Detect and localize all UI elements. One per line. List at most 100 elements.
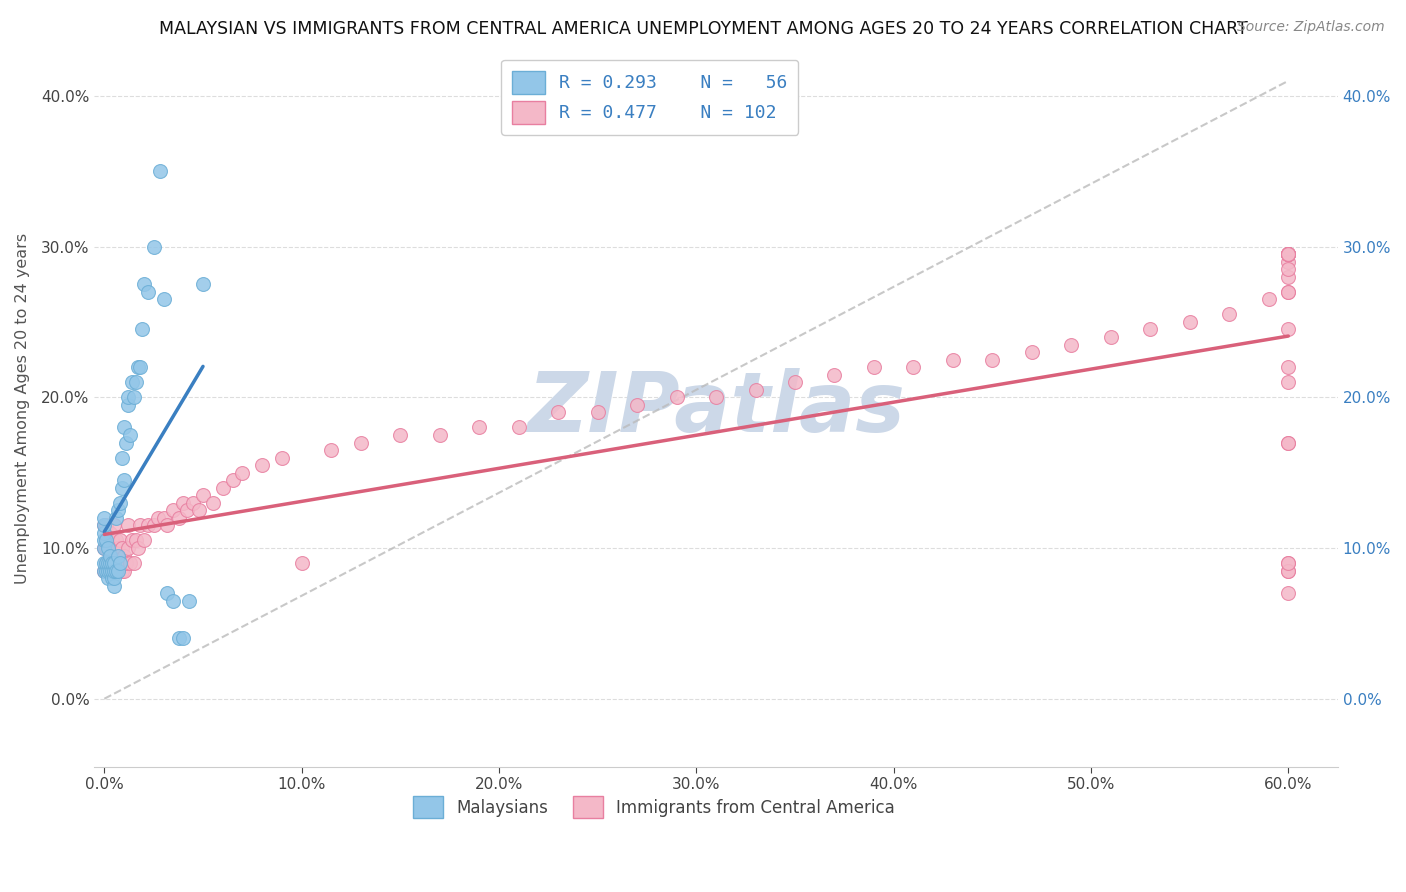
Point [1277, 435, 1299, 450]
Point [201, 496, 224, 510]
Point [117, 518, 139, 533]
Point [1139, 322, 1161, 336]
Point [665, 390, 688, 404]
Point [1060, 337, 1083, 351]
Point [1277, 564, 1299, 578]
Point [93, 533, 115, 548]
Point [111, 541, 134, 555]
Point [131, 322, 153, 336]
Point [97, 571, 120, 585]
Point [626, 398, 648, 412]
Point [132, 533, 155, 548]
Point [169, 511, 191, 525]
Point [142, 239, 165, 253]
Point [172, 496, 194, 510]
Point [103, 549, 125, 563]
Point [122, 556, 145, 570]
Point [93, 564, 115, 578]
Point [162, 503, 184, 517]
Point [321, 443, 343, 458]
Point [108, 533, 131, 548]
Point [96, 518, 118, 533]
Point [112, 549, 135, 563]
Point [121, 533, 143, 548]
Point [1277, 322, 1299, 336]
Point [142, 518, 165, 533]
Point [103, 564, 125, 578]
Point [98, 556, 121, 570]
Point [136, 285, 159, 299]
Point [1099, 330, 1122, 344]
Point [136, 518, 159, 533]
Point [125, 533, 148, 548]
Point [108, 496, 131, 510]
Point [188, 503, 211, 517]
Point [107, 541, 129, 555]
Point [1277, 262, 1299, 277]
Point [1277, 285, 1299, 299]
Point [112, 564, 135, 578]
Point [981, 352, 1004, 367]
Point [115, 556, 138, 570]
Point [128, 360, 150, 375]
Point [508, 420, 530, 434]
Point [156, 586, 179, 600]
Point [121, 376, 143, 390]
Point [350, 435, 373, 450]
Point [93, 518, 115, 533]
Point [96, 556, 118, 570]
Point [105, 511, 128, 525]
Point [107, 549, 129, 563]
Point [107, 564, 129, 578]
Point [125, 376, 148, 390]
Point [903, 360, 925, 375]
Point [103, 518, 125, 533]
Point [98, 564, 121, 578]
Point [156, 518, 179, 533]
Point [93, 556, 115, 570]
Point [744, 383, 766, 397]
Point [122, 390, 145, 404]
Point [97, 556, 120, 570]
Point [1277, 586, 1299, 600]
Point [468, 420, 491, 434]
Point [96, 541, 118, 555]
Point [112, 420, 135, 434]
Point [1257, 293, 1279, 307]
Point [586, 405, 609, 419]
Point [291, 556, 314, 570]
Point [1218, 307, 1240, 321]
Point [96, 556, 118, 570]
Point [93, 511, 115, 525]
Point [105, 556, 128, 570]
Point [97, 564, 120, 578]
Point [221, 473, 243, 487]
Point [250, 458, 273, 472]
Point [128, 518, 150, 533]
Point [1277, 556, 1299, 570]
Point [1277, 556, 1299, 570]
Point [1277, 564, 1299, 578]
Point [93, 564, 115, 578]
Point [111, 481, 134, 495]
Point [271, 450, 294, 465]
Point [1277, 376, 1299, 390]
Point [823, 368, 845, 382]
Point [176, 503, 198, 517]
Point [1277, 254, 1299, 268]
Point [115, 435, 138, 450]
Point [191, 277, 214, 292]
Point [103, 556, 125, 570]
Point [103, 571, 125, 585]
Point [149, 164, 172, 178]
Text: Source: ZipAtlas.com: Source: ZipAtlas.com [1237, 20, 1385, 34]
Point [1277, 247, 1299, 261]
Y-axis label: Unemployment Among Ages 20 to 24 years: Unemployment Among Ages 20 to 24 years [15, 233, 30, 584]
Point [231, 466, 253, 480]
Point [118, 428, 141, 442]
Point [211, 481, 233, 495]
Point [942, 352, 965, 367]
Point [101, 533, 124, 548]
Point [169, 632, 191, 646]
Point [103, 564, 125, 578]
